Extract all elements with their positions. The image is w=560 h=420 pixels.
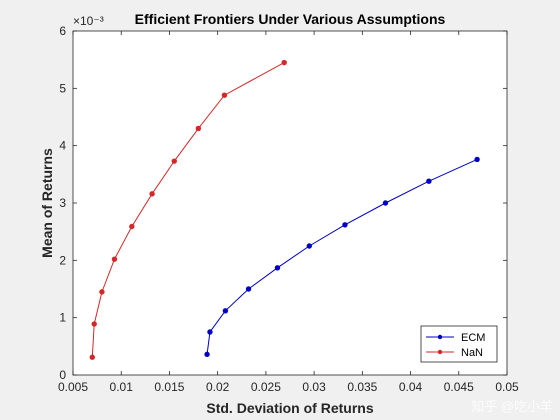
y-tick-label: 2: [59, 253, 66, 267]
y-tick-label: 5: [59, 81, 66, 95]
data-point-nan: [195, 125, 202, 132]
y-tick-label: 6: [59, 24, 66, 38]
watermark: 知乎 @吃小羊: [471, 399, 553, 414]
x-tick-label: 0.04: [399, 380, 423, 394]
data-point-nan: [221, 92, 228, 98]
data-point-ecm: [222, 308, 229, 314]
y-axis-label: Mean of Returns: [39, 148, 55, 258]
x-tick-label: 0.005: [58, 380, 88, 394]
data-point-ecm: [382, 200, 389, 206]
legend-box: [420, 325, 498, 363]
legend-label-nan: NaN: [461, 347, 483, 359]
x-tick-label: 0.01: [110, 380, 134, 394]
x-tick-label: 0.025: [251, 380, 281, 394]
data-point-nan: [281, 59, 287, 66]
legend-label-ecm: ECM: [461, 332, 485, 344]
x-axis-label: Std. Deviation of Returns: [206, 400, 373, 416]
x-tick-label: 0.02: [206, 380, 230, 394]
y-tick-label: 4: [59, 139, 66, 153]
x-tick-label: 0.05: [495, 380, 519, 394]
x-tick-label: 0.03: [302, 380, 326, 394]
x-tick-label: 0.035: [347, 380, 377, 394]
x-tick-label: 0.045: [444, 380, 474, 394]
plot-content: 0.005 0.01 0.015 0.02 0.025 0.03 0.035 0.04 0.04…: [58, 24, 519, 394]
y-tick-label: 0: [59, 368, 66, 382]
data-point-ecm: [204, 351, 210, 358]
data-point-nan: [111, 256, 118, 262]
chart-title: Efficient Frontiers Under Various Assump…: [135, 11, 446, 27]
data-point-ecm: [245, 286, 252, 292]
data-point-ecm: [474, 156, 480, 163]
series-line-nan: [91, 62, 285, 358]
plot-area: [72, 30, 508, 376]
y-tick-label: 1: [59, 311, 66, 325]
data-point-nan: [89, 354, 95, 360]
data-point-nan: [99, 289, 105, 295]
y-tick-label: 3: [59, 196, 66, 210]
x-tick-label: 0.015: [154, 380, 184, 394]
legend-marker-ecm: [437, 334, 443, 340]
data-point-ecm: [342, 222, 348, 228]
legend: ECM NaN: [420, 325, 498, 363]
data-point-ecm: [207, 329, 213, 335]
data-point-nan: [149, 191, 155, 197]
data-point-nan: [91, 321, 97, 327]
series-line-ecm: [206, 158, 478, 355]
data-point-ecm: [274, 265, 281, 271]
legend-marker-nan: [437, 349, 443, 355]
data-point-ecm: [426, 178, 432, 184]
data-point-nan: [129, 223, 135, 230]
y-axis-exponent-label: ×10⁻³: [73, 14, 104, 28]
data-point-ecm: [306, 243, 312, 249]
data-point-nan: [171, 158, 177, 164]
